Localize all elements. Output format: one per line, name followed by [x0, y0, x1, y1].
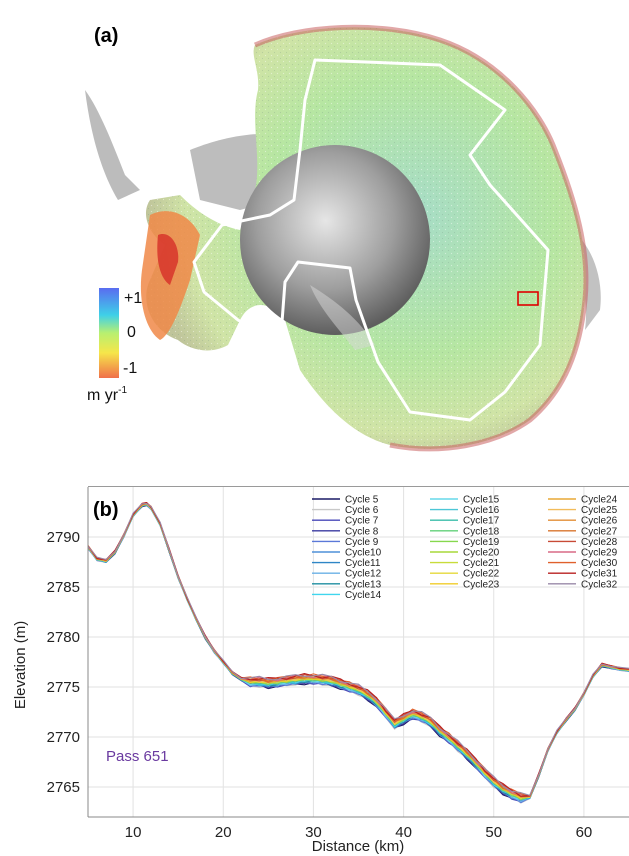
- pole-hole: [240, 145, 430, 335]
- legend-label: Cycle30: [581, 558, 618, 569]
- x-tick-label: 50: [485, 824, 502, 841]
- legend-label: Cycle23: [463, 579, 500, 590]
- legend-label: Cycle24: [581, 495, 618, 506]
- y-tick-label: 2785: [47, 579, 80, 596]
- legend-label: Cycle32: [581, 579, 618, 590]
- colorbar-tick-mid: 0: [127, 324, 136, 341]
- legend-label: Cycle 6: [345, 505, 379, 516]
- x-tick-label: 60: [576, 824, 593, 841]
- legend-label: Cycle11: [345, 558, 381, 569]
- chart-panel-label: (b): [93, 499, 119, 521]
- legend-label: Cycle 8: [345, 526, 379, 537]
- legend-label: Cycle25: [581, 505, 618, 516]
- legend-label: Cycle29: [581, 548, 618, 559]
- y-tick-label: 2765: [47, 779, 80, 796]
- y-axis-label: Elevation (m): [12, 621, 29, 709]
- legend-label: Cycle15: [463, 495, 500, 506]
- legend-label: Cycle 9: [345, 537, 379, 548]
- legend-label: Cycle14: [345, 590, 382, 601]
- legend-label: Cycle28: [581, 537, 618, 548]
- colorbar-unit: m yr-1: [87, 385, 127, 404]
- legend-label: Cycle27: [581, 526, 618, 537]
- panel-divider: [88, 486, 629, 487]
- series-lines: [87, 501, 629, 804]
- pass-annotation: Pass 651: [106, 748, 169, 765]
- legend-label: Cycle20: [463, 548, 500, 559]
- x-axis-label: Distance (km): [312, 838, 405, 855]
- x-tick-label: 20: [215, 824, 232, 841]
- antarctica-map: (a) +1 0 -1 m yr-1: [85, 24, 601, 452]
- peninsula-grey: [85, 90, 140, 200]
- y-tick-label: 2775: [47, 679, 80, 696]
- axes: 10 20 30 40 50 60 2765 2770 2775 2780 2785 2790: [47, 487, 629, 841]
- colorbar: [99, 288, 119, 378]
- legend-label: Cycle17: [463, 516, 500, 527]
- east-coast-grey: [555, 220, 601, 330]
- map-panel-label: (a): [94, 25, 118, 47]
- legend-label: Cycle22: [463, 569, 500, 580]
- legend-label: Cycle18: [463, 526, 500, 537]
- legend-label: Cycle 5: [345, 495, 379, 506]
- legend-label: Cycle10: [345, 548, 382, 559]
- series-line: [87, 502, 629, 796]
- legend-label: Cycle19: [463, 537, 500, 548]
- legend-label: Cycle 7: [345, 516, 379, 527]
- legend-label: Cycle13: [345, 579, 382, 590]
- x-tick-label: 10: [125, 824, 142, 841]
- x-tick-label: 30: [305, 824, 322, 841]
- colorbar-tick-bottom: -1: [123, 360, 137, 377]
- legend-label: Cycle12: [345, 569, 382, 580]
- legend-label: Cycle26: [581, 516, 618, 527]
- elevation-chart: 10 20 30 40 50 60 2765 2770 2775 2780 2785 2790 Cyc…: [12, 487, 629, 855]
- legend-label: Cycle31: [581, 569, 618, 580]
- survey-track: [192, 58, 550, 422]
- legend-label: Cycle21: [463, 558, 500, 569]
- legend-label: Cycle16: [463, 505, 500, 516]
- colorbar-tick-top: +1: [124, 290, 142, 307]
- y-tick-label: 2790: [47, 529, 80, 546]
- y-tick-label: 2770: [47, 729, 80, 746]
- y-tick-label: 2780: [47, 629, 80, 646]
- x-tick-label: 40: [395, 824, 412, 841]
- colorbar-unit-superscript: -1: [118, 385, 127, 396]
- highlight-box: [517, 291, 539, 306]
